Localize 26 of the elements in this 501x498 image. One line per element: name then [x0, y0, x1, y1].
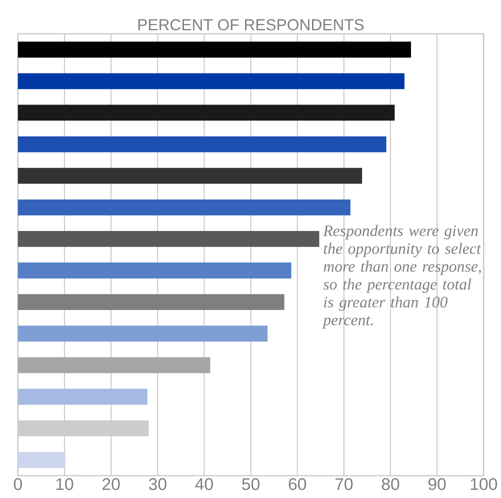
- x-tick-label: 80: [382, 478, 400, 490]
- bar: [18, 104, 395, 121]
- x-tick-label: 10: [56, 478, 74, 490]
- bar: [18, 357, 210, 374]
- bar: [18, 73, 404, 90]
- bar: [18, 389, 148, 405]
- bar: [18, 168, 362, 184]
- annotation: Respondents were given the opportunity to select more than one response, so the percentage total is greater than 100 percent.: [322, 225, 482, 329]
- bar: [18, 200, 350, 216]
- bar: [18, 262, 292, 279]
- x-tick-label: 70: [335, 478, 353, 490]
- bar: [18, 452, 66, 468]
- x-tick-label: 90: [428, 478, 446, 490]
- x-tick-label: 0: [14, 478, 22, 490]
- bar: [18, 231, 320, 248]
- x-tick-label: 30: [148, 478, 166, 490]
- bar: [18, 326, 268, 342]
- chart-title: PERCENT OF RESPONDENTS: [138, 19, 364, 31]
- bar: [18, 42, 411, 58]
- x-tick-label: 50: [242, 478, 260, 490]
- x-tick-label: 40: [195, 478, 213, 490]
- x-tick-label: 100: [470, 478, 498, 490]
- x-tick-label: 60: [288, 478, 306, 490]
- x-tick-label: 20: [102, 478, 120, 490]
- bar: [18, 136, 386, 152]
- bar: [18, 294, 284, 310]
